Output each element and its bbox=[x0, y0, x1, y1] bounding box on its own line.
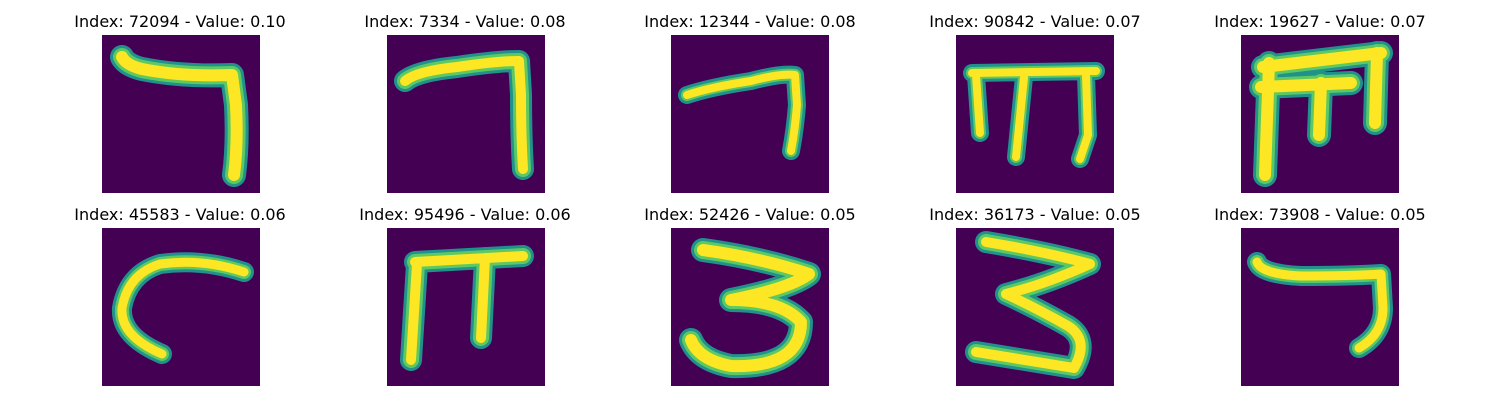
z-three-shape-glyph bbox=[965, 231, 1101, 379]
panel-title: Index: 7334 - Value: 0.08 bbox=[364, 12, 566, 31]
panel-title: Index: 90842 - Value: 0.07 bbox=[929, 12, 1141, 31]
digit-image bbox=[387, 35, 545, 193]
three-shape-glyph bbox=[679, 238, 821, 379]
digit-image bbox=[671, 35, 829, 193]
panel-title: Index: 72094 - Value: 0.10 bbox=[74, 12, 286, 31]
panel-title: Index: 45583 - Value: 0.06 bbox=[74, 205, 286, 224]
panel-title: Index: 95496 - Value: 0.06 bbox=[359, 205, 571, 224]
seven-shape-glyph bbox=[110, 45, 249, 187]
panel-title: Index: 12344 - Value: 0.08 bbox=[644, 12, 856, 31]
digit-image bbox=[102, 228, 260, 386]
seven-shape-small-glyph bbox=[678, 65, 806, 160]
digit-image bbox=[671, 228, 829, 386]
panel-title: Index: 36173 - Value: 0.05 bbox=[929, 205, 1141, 224]
digit-image bbox=[102, 35, 260, 193]
pi-shape-glyph bbox=[400, 245, 534, 371]
digit-image bbox=[387, 228, 545, 386]
digit-image bbox=[1241, 228, 1399, 386]
digit-image bbox=[956, 228, 1114, 386]
m-shape-glyph bbox=[963, 62, 1105, 168]
panel-title: Index: 52426 - Value: 0.05 bbox=[644, 205, 856, 224]
c-shape-glyph bbox=[111, 252, 254, 364]
seven-shape-glyph bbox=[394, 50, 534, 180]
digit-image bbox=[956, 35, 1114, 193]
m-shape-bold-glyph bbox=[1249, 41, 1393, 187]
panel-title: Index: 19627 - Value: 0.07 bbox=[1214, 12, 1426, 31]
seven-shape-glyph bbox=[1247, 252, 1393, 358]
digit-image bbox=[1241, 35, 1399, 193]
panel-title: Index: 73908 - Value: 0.05 bbox=[1214, 205, 1426, 224]
